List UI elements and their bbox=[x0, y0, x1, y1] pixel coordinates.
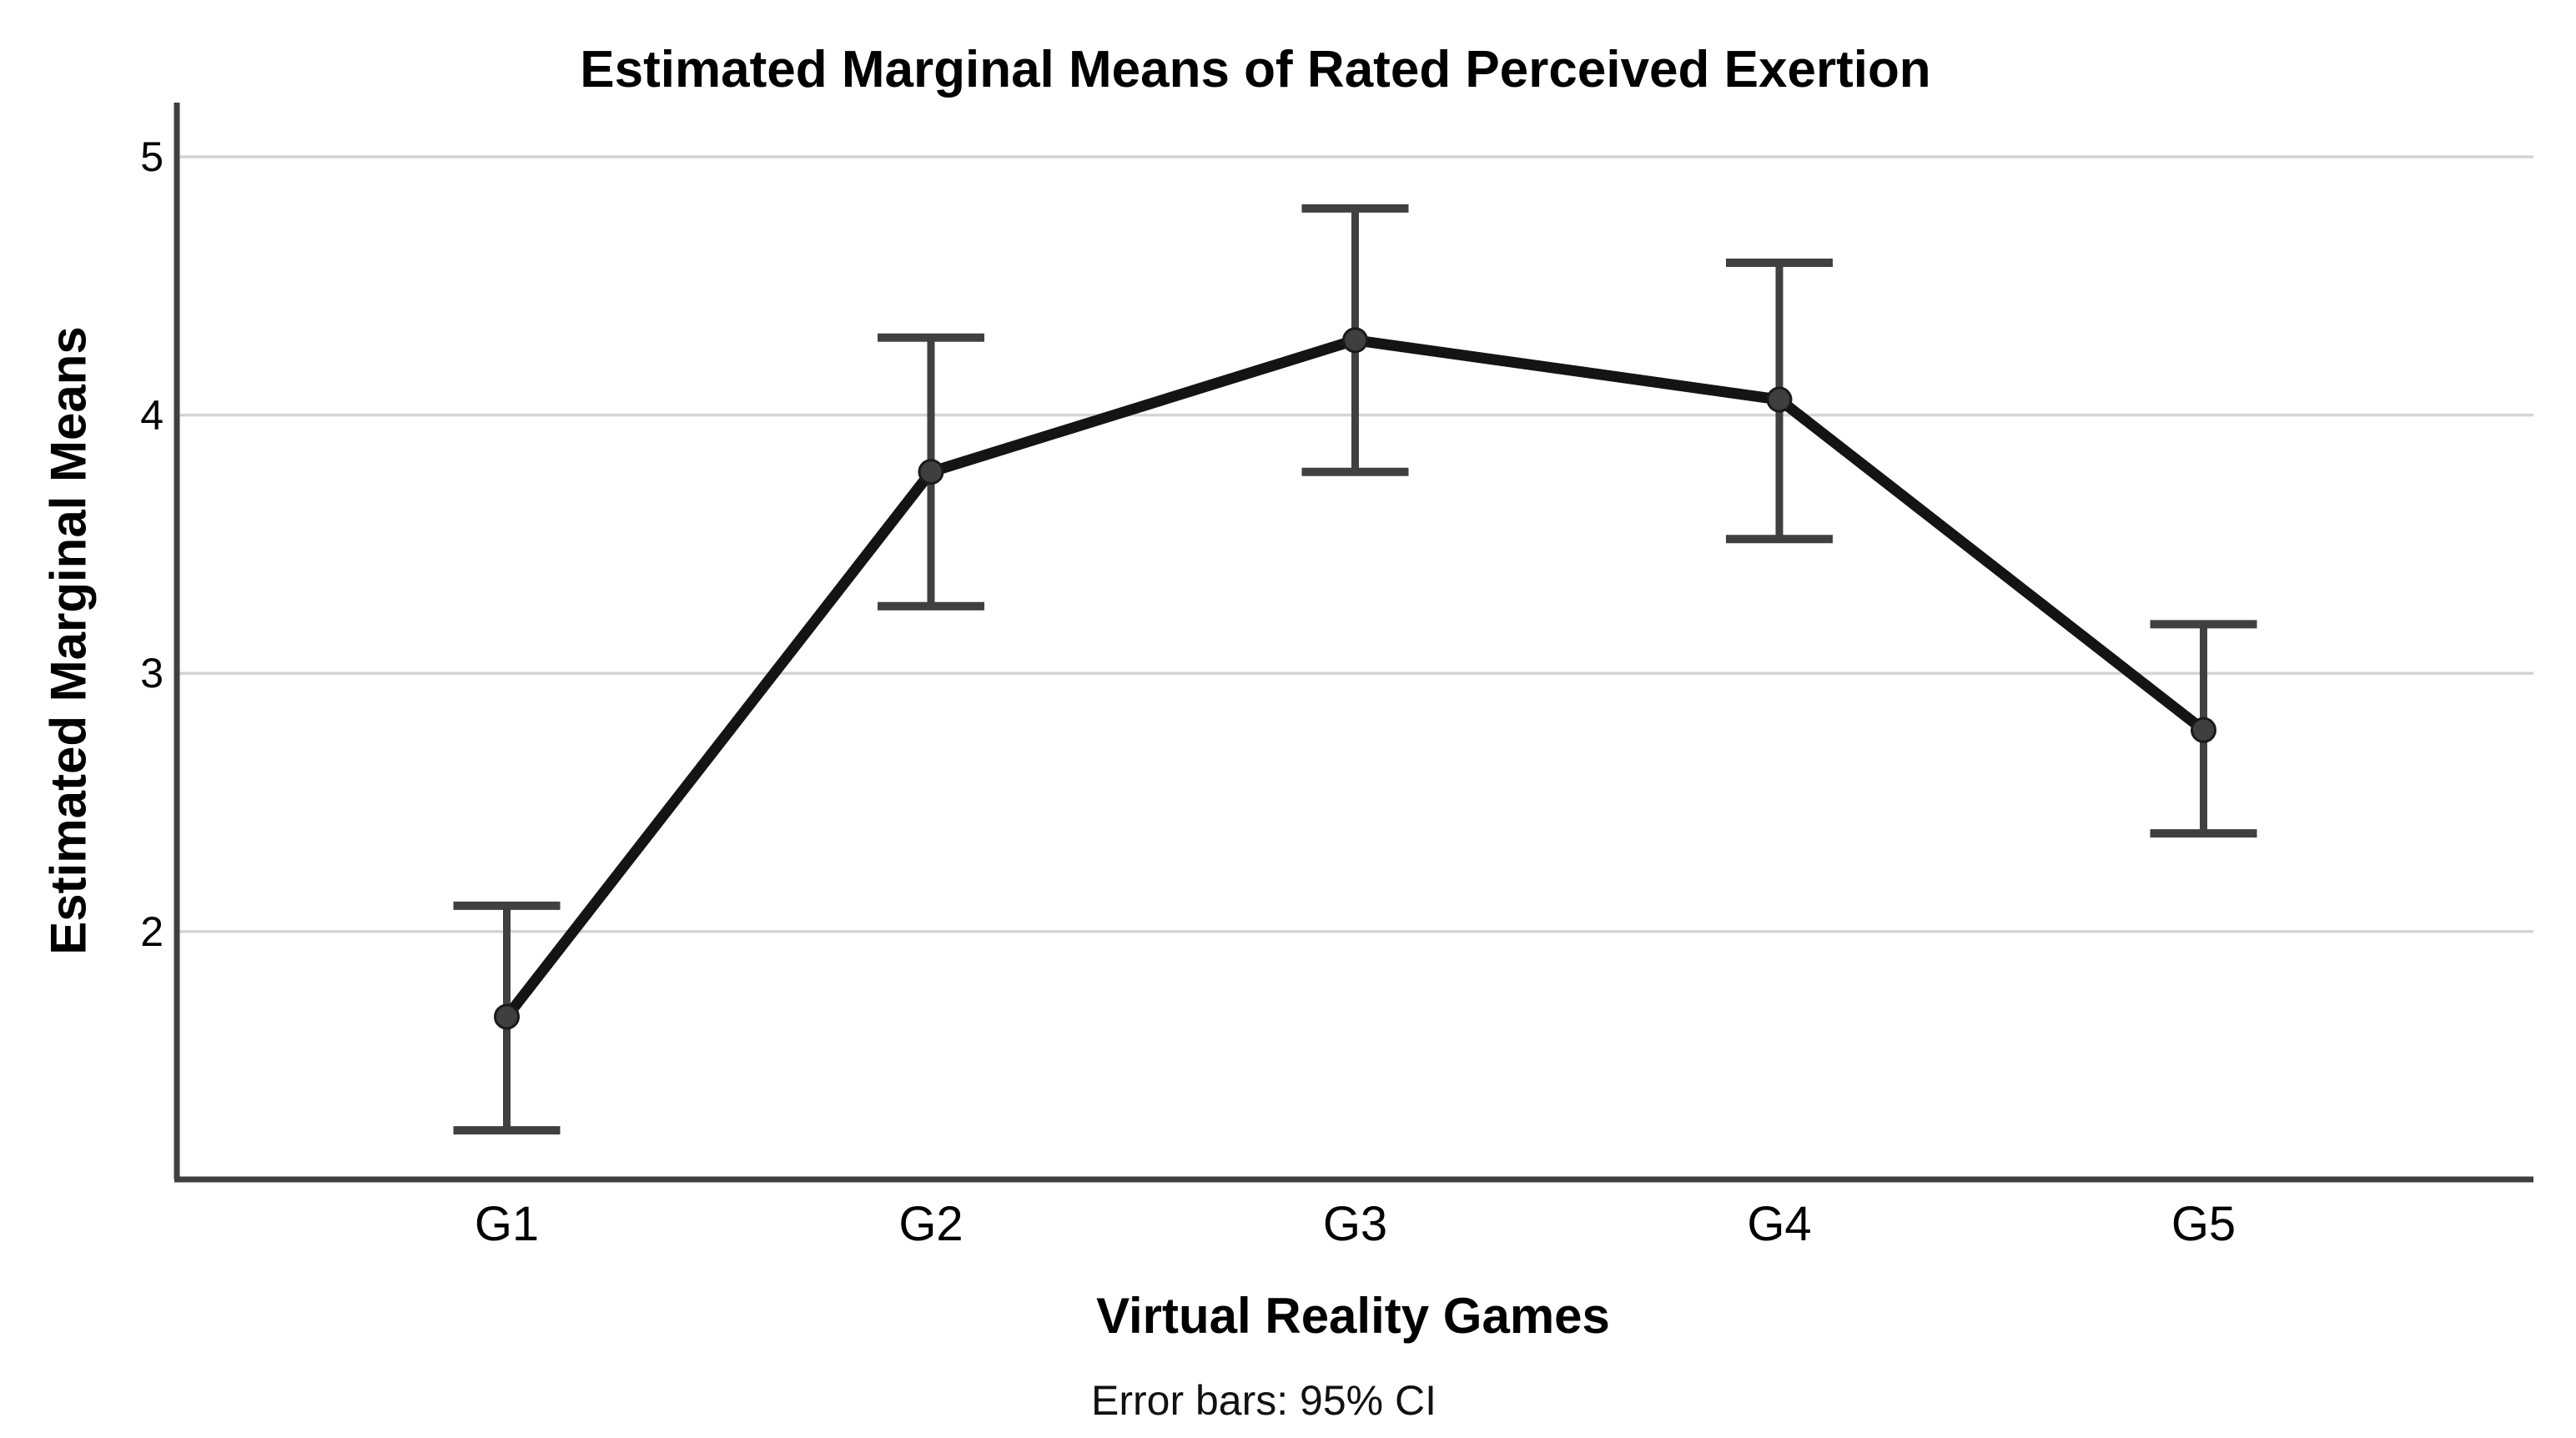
data-point-marker bbox=[2191, 716, 2216, 743]
data-point-marker bbox=[1766, 386, 1793, 413]
data-point-marker bbox=[494, 1003, 520, 1030]
y-tick-label: 5 bbox=[140, 133, 164, 180]
x-tick-label: G3 bbox=[1322, 1197, 1388, 1251]
y-tick-label: 4 bbox=[140, 391, 164, 439]
error-bars-footnote: Error bars: 95% CI bbox=[1090, 1377, 1436, 1424]
x-tick-label: G2 bbox=[898, 1197, 963, 1251]
x-tick-label: G4 bbox=[1747, 1197, 1812, 1251]
data-point-marker bbox=[918, 459, 944, 485]
y-tick-label: 3 bbox=[140, 650, 164, 697]
chart-title: Estimated Marginal Means of Rated Percei… bbox=[580, 41, 1931, 98]
data-point-marker bbox=[1342, 327, 1368, 354]
y-tick-label: 2 bbox=[140, 908, 164, 955]
x-tick-label: G5 bbox=[2171, 1197, 2236, 1251]
x-tick-label: G1 bbox=[474, 1197, 540, 1251]
x-axis-title: Virtual Reality Games bbox=[1096, 1288, 1610, 1344]
